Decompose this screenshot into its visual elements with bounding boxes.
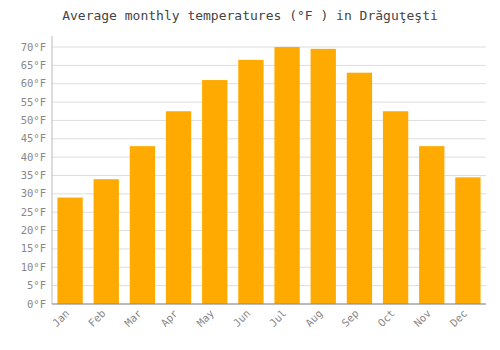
bars [57,47,480,304]
x-tick-label: Feb [86,307,108,329]
grid-line [52,120,486,121]
x-tick-label: Jan [50,307,72,329]
y-tick-label: 60°F [21,77,46,89]
y-tick-label: 0°F [27,298,46,310]
y-tick-label: 5°F [27,279,46,291]
bar [419,146,444,304]
bar [274,47,299,304]
x-tick-label: Mar [122,307,144,329]
grid-line [52,102,486,103]
y-tick-label: 15°F [21,242,46,254]
x-tick-label: Dec [447,307,469,329]
bar [94,179,119,304]
bar [311,49,336,304]
x-tick-label: Jul [267,307,289,329]
grid-line [52,83,486,84]
x-tick-label: Apr [158,307,180,329]
x-tick-label: Nov [411,307,433,329]
title: Average monthly temperatures (°F ) in Dr… [62,8,438,23]
y-tick-label: 50°F [21,114,46,126]
y-tick-label: 25°F [21,206,46,218]
bar [347,73,372,304]
bar [130,146,155,304]
x-tick-label: May [194,307,216,329]
y-tick-label: 55°F [21,96,46,108]
grid-line [52,65,486,66]
grid-line [52,47,486,48]
bar [166,111,191,304]
grid [52,47,486,304]
x-tick-label: Oct [375,307,397,329]
grid-line [52,304,486,305]
y-tick-label: 10°F [21,261,46,273]
y-tick-label: 20°F [21,224,46,236]
bar [57,198,82,304]
x-tick-label: Sep [339,307,361,329]
bar [455,177,480,304]
x-axis-line [52,304,486,305]
x-tick-label: Jun [230,307,252,329]
x-tick-label: Aug [303,307,325,329]
y-tick-label: 40°F [21,151,46,163]
bar [383,111,408,304]
y-axis-line [52,36,53,304]
y-tick-label: 35°F [21,169,46,181]
bar [238,60,263,304]
y-tick-label: 30°F [21,187,46,199]
y-tick-label: 70°F [21,41,46,53]
chart: Average monthly temperatures (°F ) in Dr… [0,0,500,350]
y-tick-label: 45°F [21,132,46,144]
y-tick-label: 65°F [21,59,46,71]
bar [202,80,227,304]
grid-line [52,138,486,139]
